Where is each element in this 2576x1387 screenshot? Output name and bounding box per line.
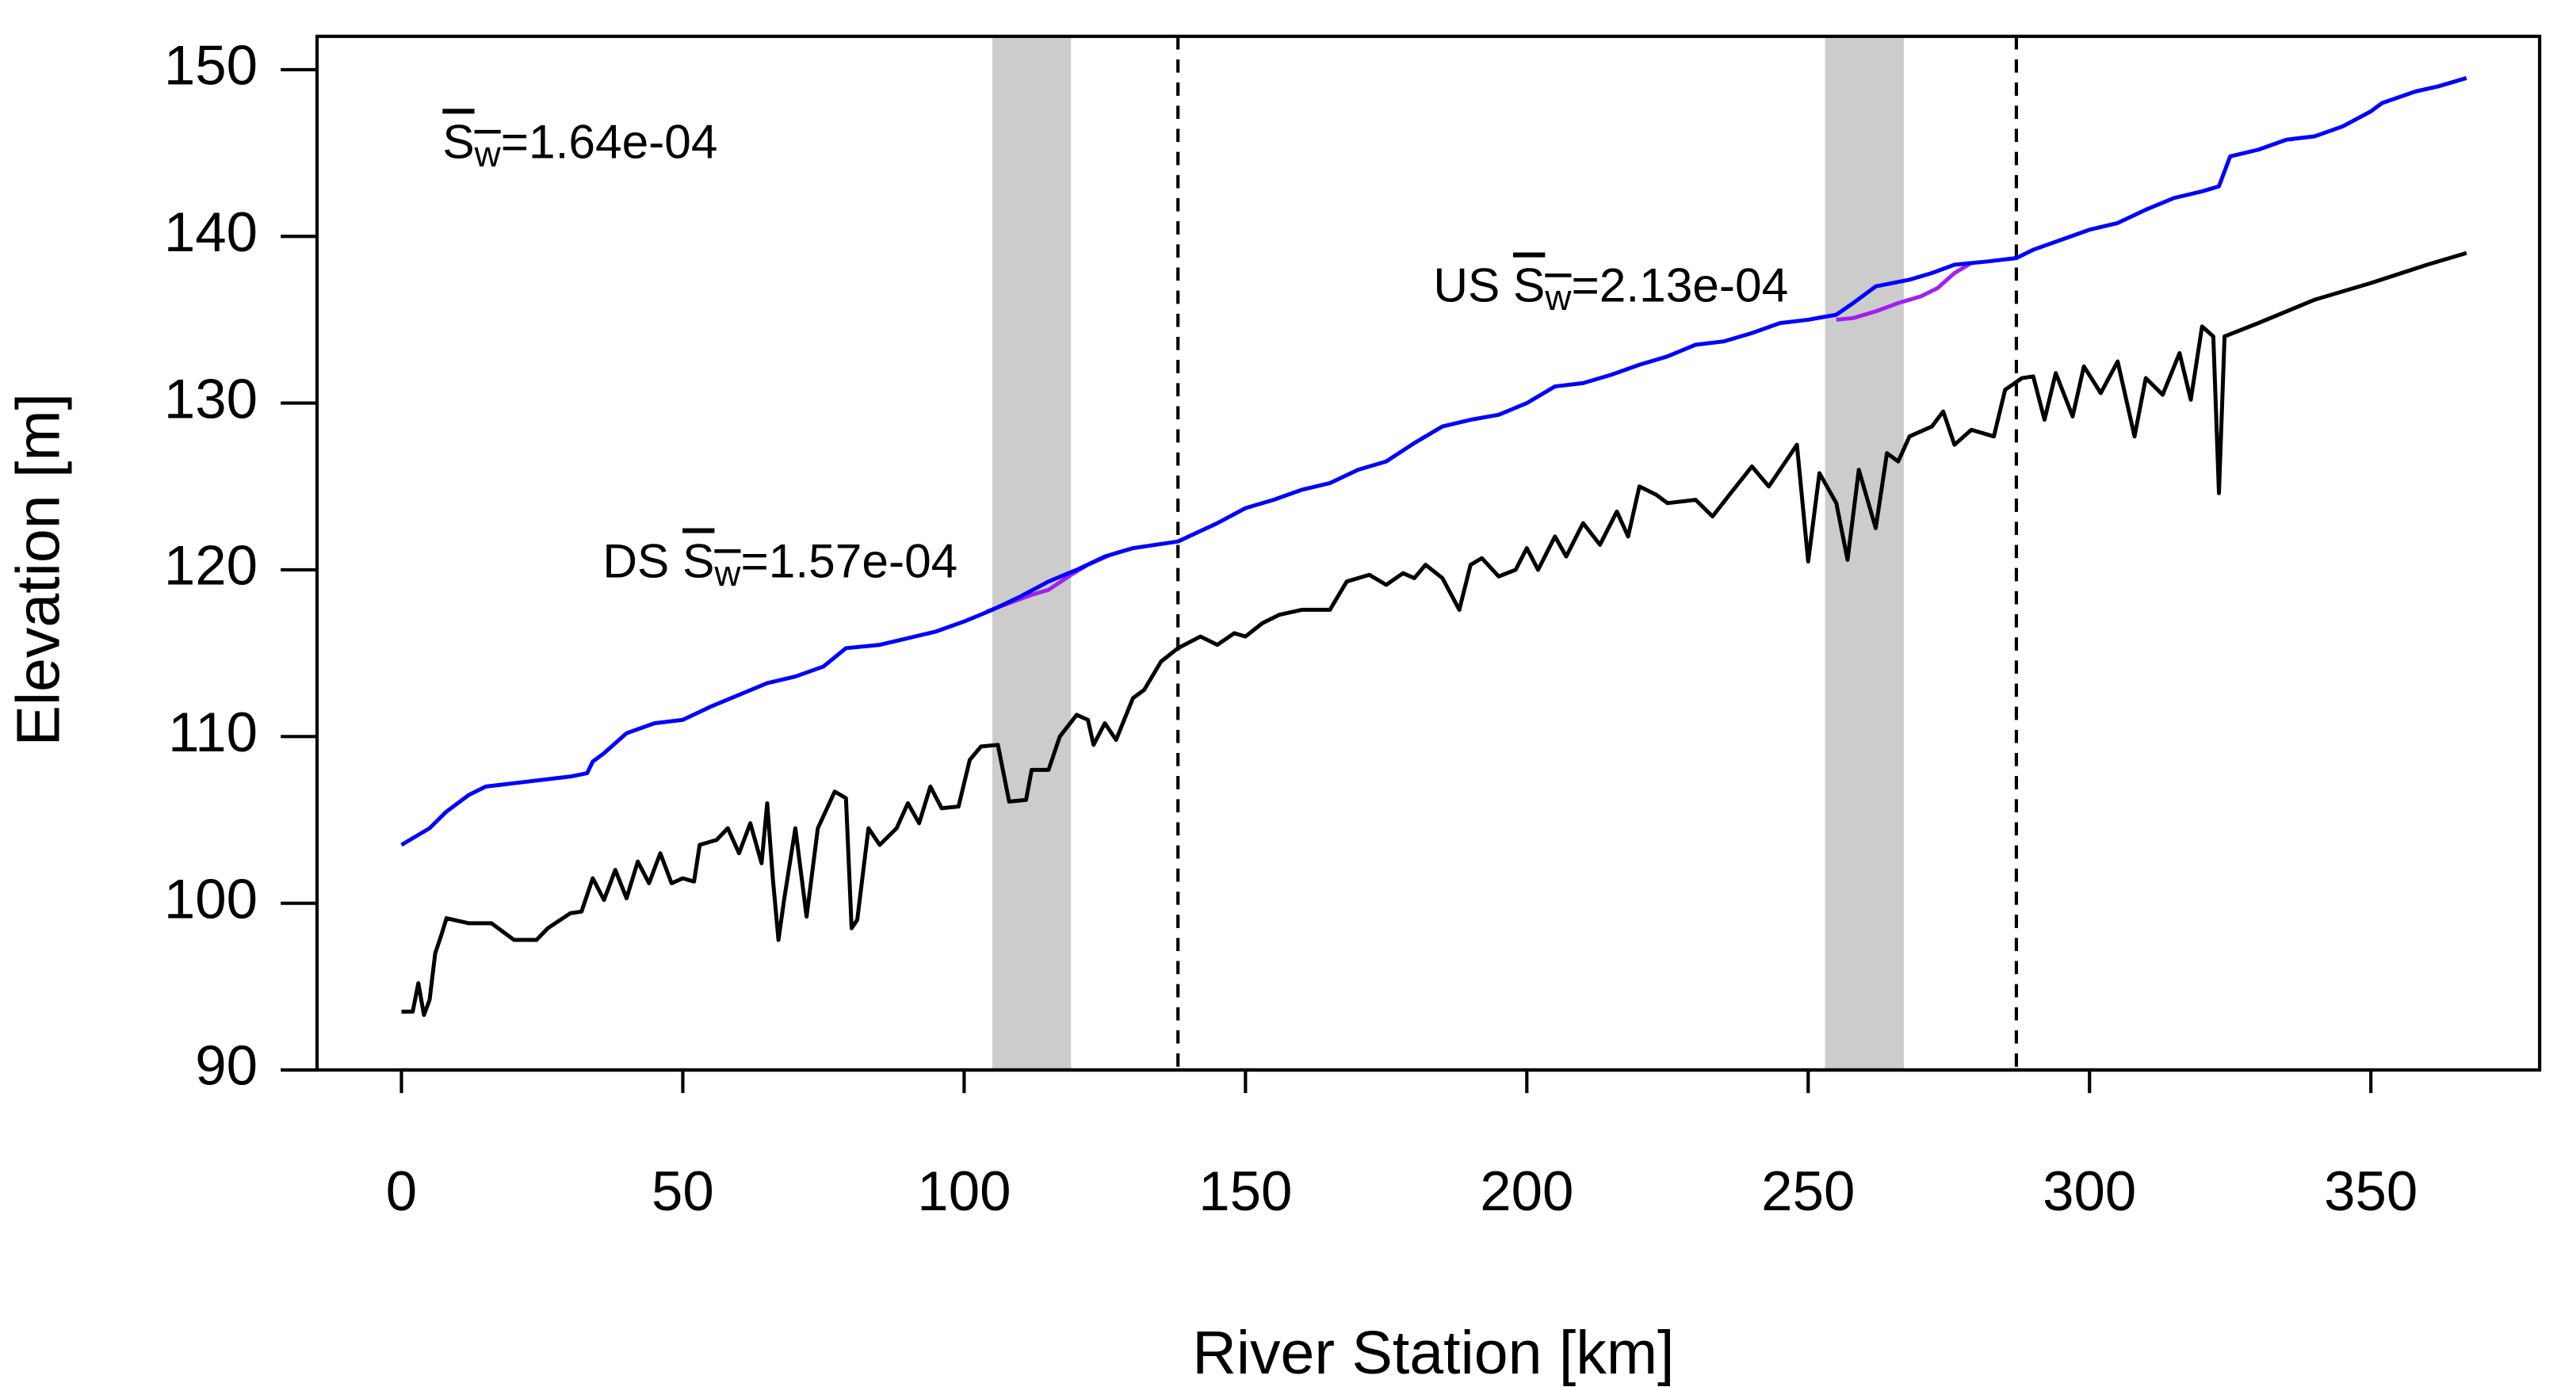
x-tick-label: 250	[1761, 1160, 1855, 1223]
shaded-region	[992, 36, 1072, 1070]
annotation-text: =1.64e-04	[501, 114, 718, 168]
annotation-symbol: S	[682, 533, 714, 587]
x-tick-label: 100	[917, 1160, 1011, 1223]
annotation-subscript: w	[713, 553, 741, 594]
y-tick-label: 150	[164, 35, 258, 97]
x-tick-label: 300	[2043, 1160, 2136, 1223]
y-tick-label: 90	[195, 1035, 258, 1098]
series-line	[400, 76, 2467, 847]
y-axis-title: Elevation [m]	[5, 393, 73, 747]
y-tick-label: 140	[164, 201, 258, 264]
x-axis-title: River Station [km]	[1192, 1319, 1674, 1387]
annotation: DS Sw=1.57e-04	[602, 533, 957, 594]
annotation-symbol: S	[442, 114, 474, 168]
y-tick-label: 130	[164, 368, 258, 430]
x-tick-label: 50	[652, 1160, 714, 1223]
annotation: US Sw=2.13e-04	[1433, 258, 1788, 319]
y-tick-label: 100	[164, 868, 258, 930]
shaded-region	[1825, 36, 1904, 1070]
x-tick-label: 200	[1480, 1160, 1573, 1223]
y-tick-label: 110	[168, 701, 258, 764]
annotation-subscript: w	[474, 134, 502, 174]
annotation-symbol: S	[1513, 258, 1545, 312]
annotation-space	[669, 533, 682, 587]
annotation: Sw=1.64e-04	[442, 114, 717, 174]
x-tick-label: 150	[1198, 1160, 1292, 1223]
annotation-prefix: US	[1433, 258, 1500, 312]
x-tick-label: 350	[2324, 1160, 2417, 1223]
annotation-subscript: w	[1544, 277, 1572, 318]
annotation-text: =2.13e-04	[1571, 258, 1788, 312]
annotation-space	[1500, 258, 1513, 312]
y-tick-label: 120	[164, 535, 258, 598]
annotation-prefix: DS	[602, 533, 669, 587]
series-line	[401, 250, 2467, 1018]
x-tick-label: 0	[386, 1160, 417, 1223]
annotation-text: =1.57e-04	[741, 533, 958, 587]
